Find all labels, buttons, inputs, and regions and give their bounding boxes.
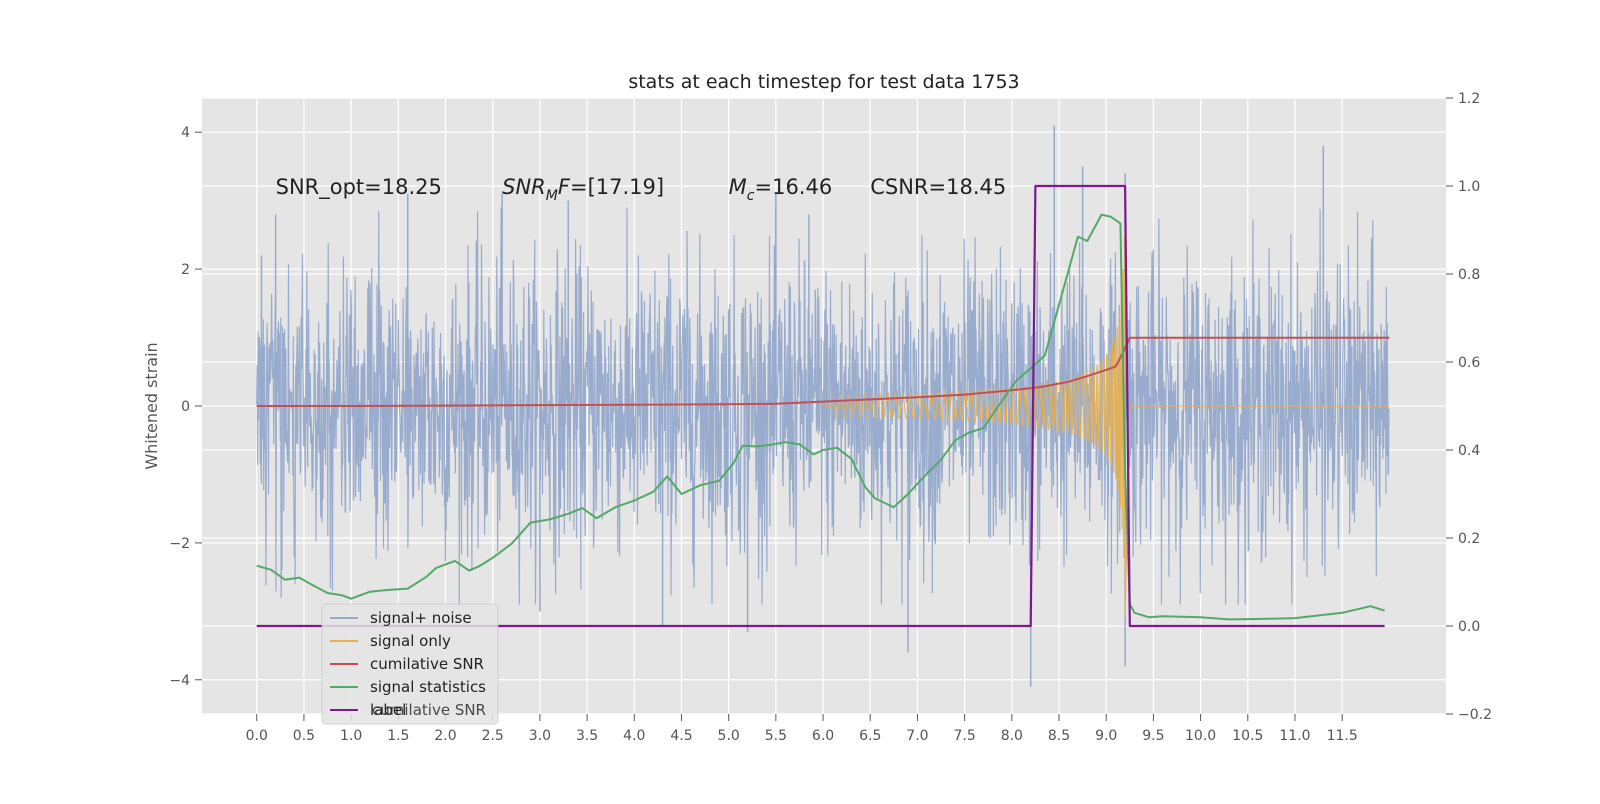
legend-label: signal statistics: [370, 678, 486, 696]
annotation-tail-rest: =[17.19]: [570, 175, 664, 199]
x-tick-label: 6.5: [859, 728, 881, 744]
y-tick-label: 4: [181, 125, 190, 141]
y-tick-label: −2: [169, 536, 190, 552]
x-tick-label: 6.0: [812, 728, 834, 744]
y2-tick-label: 0.2: [1458, 531, 1480, 547]
legend-label: signal only: [370, 632, 451, 650]
annotation-main: SNR: [502, 175, 546, 199]
annotation-sub: c: [747, 188, 755, 204]
y2-tick-label: 1.2: [1458, 91, 1480, 107]
x-tick-label: 7.5: [954, 728, 976, 744]
series-cumulative-snr: [256, 336, 1390, 407]
annotation-0: SNR_opt=18.25: [276, 175, 442, 200]
x-tick-label: 9.5: [1142, 728, 1164, 744]
series-signal-statistics: [256, 213, 1385, 621]
annotation-2: Mc=16.46: [729, 175, 833, 204]
y-tick-label: 2: [181, 262, 190, 278]
x-tick-label: 5.5: [765, 728, 787, 744]
y-tick-label: 0: [181, 399, 190, 415]
y-tick-label: −4: [169, 673, 190, 689]
x-tick-label: 10.0: [1185, 728, 1216, 744]
annotation-main: CSNR=18.45: [870, 175, 1006, 199]
legend-label: cumilative SNR: [370, 655, 484, 673]
legend-label: label: [370, 701, 406, 719]
y2-tick-label: 1.0: [1458, 179, 1480, 195]
y2-tick-label: 0.6: [1458, 355, 1480, 371]
annotation-tail: =16.46: [754, 175, 832, 199]
x-tick-label: 10.5: [1232, 728, 1263, 744]
x-tick-label: 0.5: [293, 728, 315, 744]
legend-ghost-text: cumilative SNR: [372, 701, 486, 719]
x-tick-label: 7.0: [906, 728, 928, 744]
legend-box: [321, 603, 499, 725]
x-tick-label: 3.5: [576, 728, 598, 744]
y2-tick-label: 0.8: [1458, 267, 1480, 283]
y-axis-label: Whitened strain: [142, 342, 161, 469]
annotation-sub: M: [546, 188, 558, 204]
annotation-tail: F: [558, 175, 571, 199]
series-label: [256, 184, 1385, 628]
y2-tick-label: −0.2: [1458, 707, 1492, 723]
annotation-1: SNRMF=[17.19]: [502, 175, 664, 204]
x-tick-label: 1.0: [340, 728, 362, 744]
x-tick-label: 4.5: [670, 728, 692, 744]
series-signal-noise: [256, 207, 1390, 605]
chart-title: stats at each timestep for test data 175…: [628, 71, 1019, 93]
annotation-main: SNR_opt=18.25: [276, 175, 442, 200]
x-tick-label: 3.0: [529, 728, 551, 744]
x-tick-label: 9.0: [1095, 728, 1117, 744]
annotation-main: M: [729, 175, 747, 199]
x-tick-label: 2.0: [434, 728, 456, 744]
x-tick-label: 0.0: [246, 728, 268, 744]
x-tick-label: 1.5: [387, 728, 409, 744]
x-tick-label: 11.5: [1327, 728, 1358, 744]
x-tick-label: 5.0: [718, 728, 740, 744]
x-tick-label: 11.0: [1279, 728, 1310, 744]
x-tick-label: 2.5: [482, 728, 504, 744]
y2-tick-label: 0.0: [1458, 619, 1480, 635]
x-tick-label: 8.5: [1048, 728, 1070, 744]
annotation-3: CSNR=18.45: [870, 175, 1006, 199]
x-tick-label: 4.0: [623, 728, 645, 744]
x-tick-label: 8.0: [1001, 728, 1023, 744]
legend: cumilative SNR signal+ noise signal only cu…: [321, 603, 499, 725]
legend-label: signal+ noise: [370, 609, 472, 627]
y2-tick-label: 0.4: [1458, 443, 1480, 459]
